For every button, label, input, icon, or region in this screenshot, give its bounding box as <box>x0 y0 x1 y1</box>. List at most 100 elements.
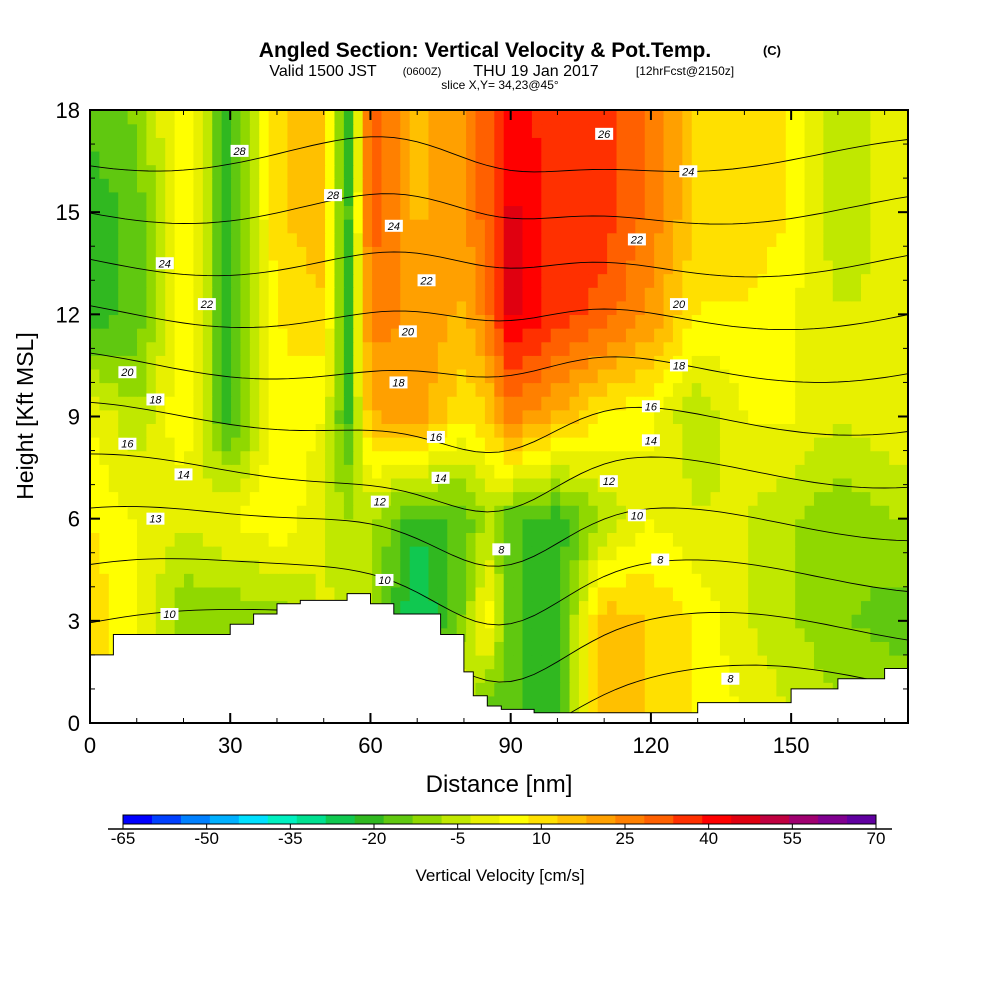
velocity-cell <box>588 178 599 193</box>
velocity-cell <box>635 341 646 356</box>
velocity-cell <box>362 273 373 288</box>
velocity-cell <box>691 110 702 125</box>
velocity-cell <box>503 327 514 343</box>
velocity-cell <box>278 586 289 602</box>
velocity-cell <box>108 246 119 261</box>
velocity-cell <box>202 287 213 302</box>
velocity-cell <box>381 287 392 302</box>
velocity-cell <box>616 423 627 438</box>
velocity-cell <box>184 614 195 629</box>
velocity-cell <box>757 654 768 670</box>
velocity-cell <box>644 382 655 397</box>
velocity-cell <box>127 559 138 574</box>
velocity-cell <box>560 505 571 520</box>
velocity-cell <box>522 600 533 615</box>
velocity-cell <box>409 423 420 438</box>
velocity-cell <box>437 477 448 493</box>
velocity-cell <box>315 477 326 493</box>
velocity-cell <box>155 355 166 370</box>
velocity-cell <box>381 409 392 425</box>
velocity-cell <box>306 259 317 275</box>
velocity-cell <box>832 259 843 275</box>
velocity-cell <box>541 287 552 302</box>
velocity-cell <box>879 205 890 220</box>
velocity-cell <box>616 450 627 465</box>
velocity-cell <box>296 532 307 547</box>
velocity-cell <box>90 287 101 302</box>
velocity-cell <box>212 491 223 506</box>
velocity-cell <box>757 600 768 615</box>
velocity-cell <box>870 246 881 261</box>
velocity-cell <box>503 137 514 152</box>
velocity-cell <box>851 477 862 493</box>
velocity-cell <box>616 191 627 207</box>
velocity-cell <box>90 491 101 506</box>
velocity-cell <box>99 368 110 384</box>
velocity-cell <box>560 123 571 138</box>
velocity-cell <box>137 341 148 356</box>
velocity-cell <box>550 259 561 275</box>
velocity-cell <box>428 287 439 302</box>
velocity-cell <box>531 600 543 615</box>
velocity-cell <box>146 586 157 602</box>
velocity-cell <box>644 191 655 207</box>
velocity-cell <box>889 164 900 179</box>
velocity-cell <box>99 287 110 302</box>
velocity-cell <box>860 545 872 561</box>
colorbar-tick-label: -5 <box>450 829 465 848</box>
velocity-cell <box>202 150 213 166</box>
velocity-cell <box>757 382 768 397</box>
velocity-cell <box>879 123 890 138</box>
velocity-cell <box>682 559 693 574</box>
velocity-cell <box>221 532 232 547</box>
velocity-cell <box>118 259 129 275</box>
velocity-cell <box>663 573 674 588</box>
velocity-cell <box>785 232 796 247</box>
velocity-cell <box>390 532 401 547</box>
velocity-cell <box>287 450 298 465</box>
velocity-cell <box>578 110 590 125</box>
velocity-cell <box>315 450 326 465</box>
velocity-cell <box>804 218 815 234</box>
velocity-cell <box>776 423 787 438</box>
velocity-cell <box>409 178 420 193</box>
velocity-cell <box>710 627 721 642</box>
velocity-cell <box>296 368 307 384</box>
velocity-cell <box>889 559 900 574</box>
velocity-cell <box>212 150 223 166</box>
velocity-cell <box>456 123 467 138</box>
velocity-cell <box>174 273 185 288</box>
velocity-cell <box>296 287 307 302</box>
velocity-cell <box>390 150 401 166</box>
velocity-cell <box>343 409 354 425</box>
velocity-cell <box>625 314 637 329</box>
velocity-cell <box>795 396 806 411</box>
velocity-cell <box>475 573 486 588</box>
velocity-cell <box>860 137 872 152</box>
velocity-cell <box>306 491 317 506</box>
velocity-cell <box>842 110 853 125</box>
velocity-cell <box>315 382 326 397</box>
velocity-cell <box>597 586 608 602</box>
velocity-cell <box>513 300 524 316</box>
velocity-cell <box>343 368 354 384</box>
velocity-cell <box>127 505 138 520</box>
velocity-cell <box>851 300 862 316</box>
velocity-cell <box>644 545 655 561</box>
velocity-cell <box>400 464 411 479</box>
velocity-cell <box>287 355 298 370</box>
velocity-cell <box>748 423 759 438</box>
velocity-cell <box>738 259 749 275</box>
velocity-cell <box>823 368 834 384</box>
velocity-cell <box>447 545 458 561</box>
velocity-cell <box>550 668 561 683</box>
velocity-cell <box>325 259 336 275</box>
velocity-cell <box>635 396 646 411</box>
velocity-cell <box>597 491 608 506</box>
velocity-cell <box>343 382 354 397</box>
velocity-cell <box>870 150 881 166</box>
velocity-cell <box>456 505 467 520</box>
velocity-cell <box>578 341 590 356</box>
velocity-cell <box>813 123 825 138</box>
